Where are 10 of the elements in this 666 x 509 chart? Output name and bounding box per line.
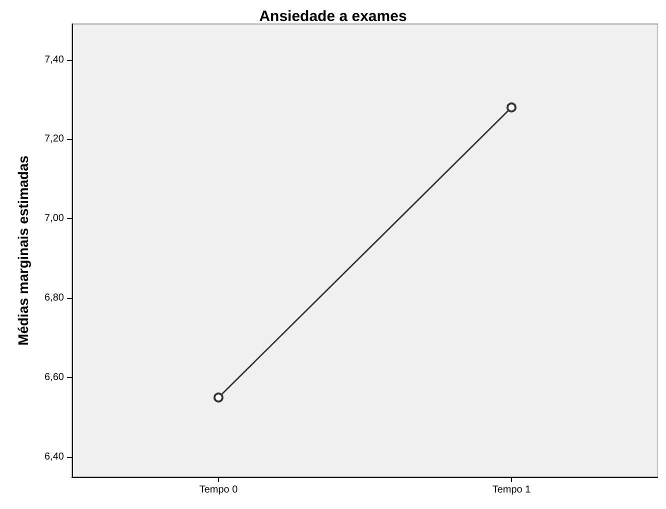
y-tick-label: 7,40 xyxy=(44,54,64,66)
x-tick-label: Tempo 0 xyxy=(199,484,238,496)
y-tick-label: 7,20 xyxy=(44,134,64,145)
y-tick-label: 7,00 xyxy=(44,213,64,224)
chart-title: Ansiedade a exames xyxy=(259,8,407,25)
y-tick-label: 6,80 xyxy=(44,292,64,304)
y-axis-title: Médias marginais estimadas xyxy=(15,155,31,346)
x-tick-label: Tempo 1 xyxy=(492,484,532,496)
y-tick-label: 6,40 xyxy=(44,452,64,463)
y-tick-label: 6,60 xyxy=(44,372,64,384)
